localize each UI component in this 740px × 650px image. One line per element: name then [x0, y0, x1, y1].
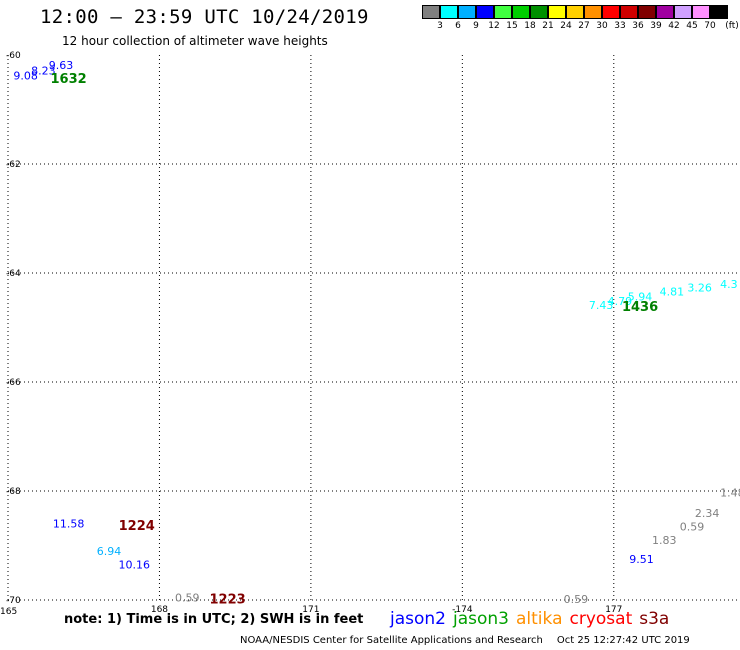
generation-timestamp: Oct 25 12:27:42 UTC 2019	[556, 635, 690, 646]
legend-label: 18	[524, 21, 536, 31]
wave-height-value: 0.59	[175, 591, 200, 604]
legend-swatch	[638, 5, 656, 19]
legend-label: 30	[596, 21, 608, 31]
wave-height-value: 4.81	[660, 286, 685, 299]
legend-swatch	[440, 5, 458, 19]
legend-swatch	[494, 5, 512, 19]
legend-label: 39	[650, 21, 662, 31]
wave-height-value: 5.94	[628, 290, 653, 303]
legend-swatch	[692, 5, 710, 19]
legend-label: 45	[686, 21, 698, 31]
legend-swatch	[458, 5, 476, 19]
legend-label: 70	[704, 21, 716, 31]
legend-label: 6	[455, 21, 461, 31]
legend-swatch	[602, 5, 620, 19]
latitude-label: -66	[6, 378, 21, 388]
satellite-name: cryosat	[569, 609, 633, 629]
wave-height-value: 9.08	[13, 70, 38, 83]
satellite-legend: jason2 jason3 altika cryosat s3a	[390, 609, 676, 629]
legend-swatch	[656, 5, 674, 19]
legend-label: 21	[542, 21, 554, 31]
credit-footer: NOAA/NESDIS Center for Satellite Applica…	[240, 635, 690, 646]
legend-swatch	[548, 5, 566, 19]
legend-label: 27	[578, 21, 590, 31]
legend-swatch	[530, 5, 548, 19]
legend-swatch	[422, 5, 440, 19]
legend-label: 24	[560, 21, 572, 31]
legend-swatch	[620, 5, 638, 19]
satellite-name: altika	[516, 609, 563, 629]
wave-height-value: 0.59	[564, 593, 589, 606]
legend-label: 15	[506, 21, 518, 31]
wave-height-legend: 3 6 9 12 15 18 21 24 27 30 33 36 39 42 45 70 (ft)	[422, 5, 740, 31]
satellite-name: jason2	[390, 609, 446, 629]
corner-latitude-label: -60	[6, 51, 21, 61]
legend-label: 9	[473, 21, 479, 31]
legend-swatch	[512, 5, 530, 19]
footnote: note: 1) Time is in UTC; 2) SWH is in fe…	[64, 612, 364, 627]
legend-labels: 3 6 9 12 15 18 21 24 27 30 33 36 39 42 45 70 (ft)	[422, 19, 740, 31]
wave-height-value: 10.16	[118, 559, 150, 572]
satellite-name: jason3	[453, 609, 509, 629]
legend-label: 42	[668, 21, 680, 31]
corner-longitude-label: 165	[0, 607, 17, 617]
legend-swatch	[566, 5, 584, 19]
pass-time-label: 1224	[119, 519, 155, 534]
longitude-label: 168	[151, 605, 168, 615]
credit-text: NOAA/NESDIS Center for Satellite Applica…	[240, 635, 543, 646]
legend-swatch	[584, 5, 602, 19]
wave-height-value: 6.94	[97, 545, 122, 558]
legend-label: 12	[488, 21, 500, 31]
wave-height-value: 3.26	[687, 282, 712, 295]
legend-label: 3	[437, 21, 443, 31]
latitude-label: -64	[6, 269, 21, 279]
latitude-label: -68	[6, 487, 21, 497]
wave-height-value: 2.34	[695, 507, 720, 520]
longitude-label: 171	[302, 605, 319, 615]
wave-height-value: 7.43	[589, 299, 614, 312]
longitude-label: 177	[605, 605, 622, 615]
legend-color-bar	[422, 5, 740, 19]
legend-swatch	[710, 5, 728, 19]
wave-height-value: 9.51	[629, 553, 654, 566]
wave-height-value: 8.23	[31, 64, 56, 77]
wave-height-value: 0.59	[680, 520, 705, 533]
wave-height-value: 9.63	[49, 59, 74, 72]
pass-time-label: 1436	[622, 300, 658, 315]
wave-height-value: 4.3	[720, 278, 738, 291]
legend-label: 36	[632, 21, 644, 31]
map-title: 12:00 — 23:59 UTC 10/24/2019	[40, 6, 369, 28]
wave-height-value: 1.83	[652, 534, 677, 547]
map-subtitle: 12 hour collection of altimeter wave hei…	[62, 34, 328, 48]
wave-height-value: 4.79	[608, 295, 633, 308]
legend-swatch	[674, 5, 692, 19]
pass-time-label: 1632	[50, 72, 86, 87]
corner-latitude-label: -70	[6, 596, 21, 606]
wave-height-value: 1.48	[720, 487, 740, 500]
satellite-name: s3a	[639, 609, 670, 629]
pass-time-label: 1223	[210, 592, 246, 607]
legend-label: 33	[614, 21, 626, 31]
legend-swatch	[476, 5, 494, 19]
wave-height-value: 11.58	[53, 518, 85, 531]
longitude-label: -174	[452, 605, 473, 615]
legend-unit: (ft)	[725, 21, 739, 31]
latitude-label: -62	[6, 160, 21, 170]
